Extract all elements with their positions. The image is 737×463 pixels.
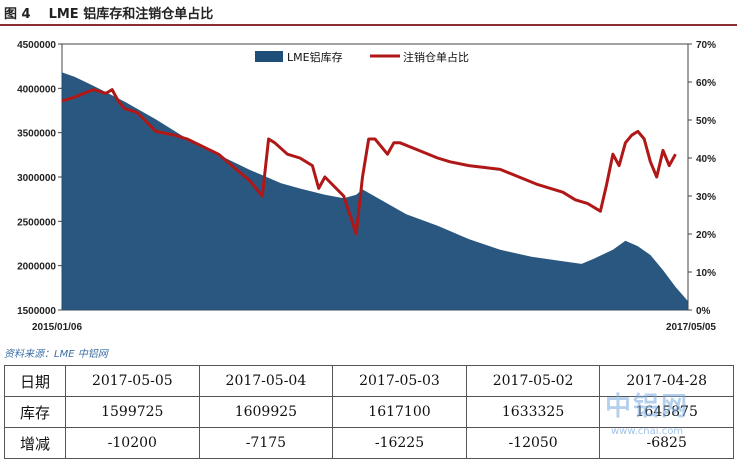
table-cell: 2017-05-02 (465, 365, 601, 397)
table-cell: -12050 (465, 427, 601, 459)
right-tick-label: 60% (696, 78, 716, 89)
left-tick-label: 3500000 (17, 129, 56, 140)
figure-number: 图 4 (4, 6, 31, 22)
table-cell: -7175 (198, 427, 334, 459)
row-header: 库存 (4, 396, 66, 428)
source-note: 资料来源：LME 中铝网 (4, 349, 108, 360)
table-cell: 1633325 (465, 396, 601, 428)
table-watermark: 中铝网 (605, 392, 690, 422)
table-cell: -16225 (332, 427, 467, 459)
row-header: 增减 (4, 427, 66, 459)
right-tick-label: 40% (696, 154, 716, 165)
table-cell: 1599725 (65, 396, 200, 428)
table-cell: -10200 (65, 427, 200, 459)
table-row: 日期 2017-05-05 2017-05-04 2017-05-03 2017-05-… (4, 365, 734, 397)
title-divider (0, 24, 737, 26)
left-tick-label: 2500000 (17, 217, 56, 228)
series-ratio-line (61, 88, 677, 236)
left-tick-label: 2000000 (17, 262, 56, 273)
inventory-table: 日期 2017-05-05 2017-05-04 2017-05-03 2017-05-… (4, 365, 734, 459)
table-cell: 1609925 (198, 396, 334, 428)
figure-title-bar: 图 4 LME 铝库存和注销仓单占比 (4, 2, 213, 22)
table-row: 库存 1599725 1609925 1617100 1633325 1645875 (4, 396, 734, 428)
series-stock-area (62, 72, 688, 311)
right-tick-label: 10% (696, 268, 716, 279)
table-cell: 2017-05-05 (65, 365, 200, 397)
table-cell: 2017-05-04 (198, 365, 334, 397)
table-row: 增减 -10200 -7175 -16225 -12050 -6825 (4, 427, 734, 459)
table-cell: 2017-05-03 (332, 365, 467, 397)
legend-label-ratio: 注销仓单占比 (403, 50, 469, 64)
table-cell: 1617100 (332, 396, 467, 428)
left-tick-label: 3000000 (17, 173, 56, 184)
legend-label-stock: LME铝库存 (287, 50, 343, 64)
figure-title: LME 铝库存和注销仓单占比 (48, 6, 214, 22)
table-watermark-url: www.cnal.com (611, 426, 684, 437)
right-tick-label: 0% (696, 306, 711, 317)
right-tick-label: 50% (696, 116, 716, 127)
legend-swatch-stock (255, 51, 283, 62)
series-layer (61, 72, 688, 311)
legend: LME铝库存 注销仓单占比 (255, 50, 469, 64)
table-cell: 1645875 (599, 396, 734, 428)
stock-ratio-chart: CNAL 45000004000000350000030000002500000… (17, 40, 716, 333)
table-cell: -6825 (599, 427, 734, 459)
x-end-label: 2017/05/05 (666, 322, 716, 333)
x-start-label: 2015/01/06 (32, 322, 82, 333)
left-tick-label: 1500000 (17, 306, 56, 317)
right-tick-label: 70% (696, 40, 716, 51)
left-tick-label: 4500000 (17, 40, 56, 51)
right-tick-label: 30% (696, 192, 716, 203)
right-tick-label: 20% (696, 230, 716, 241)
row-header: 日期 (4, 365, 66, 397)
axes-layer: 4500000 4000000 3500000 3000000 2500000 20000… (17, 40, 716, 333)
left-tick-label: 4000000 (17, 84, 56, 95)
